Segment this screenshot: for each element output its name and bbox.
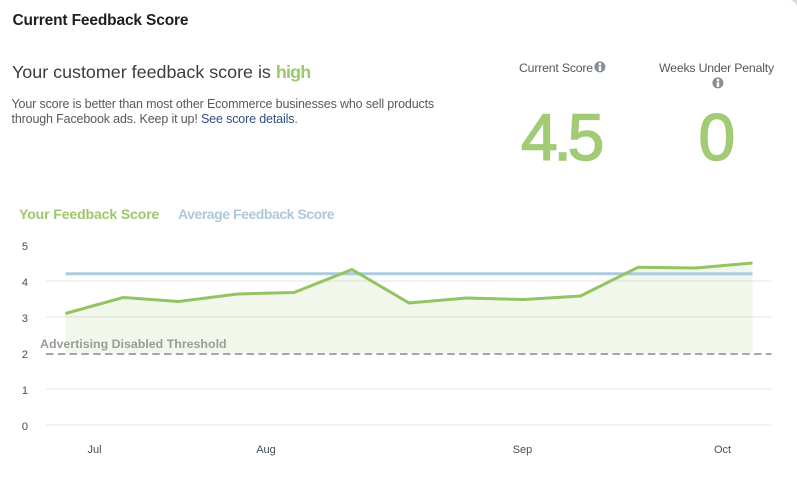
svg-text:Oct: Oct (714, 444, 731, 456)
svg-text:Aug: Aug (256, 444, 276, 456)
svg-text:0: 0 (22, 421, 28, 433)
svg-text:4: 4 (22, 277, 28, 289)
svg-text:3: 3 (22, 313, 28, 325)
svg-text:Advertising Disabled Threshold: Advertising Disabled Threshold (40, 337, 227, 351)
svg-text:Jul: Jul (87, 444, 101, 456)
svg-text:2: 2 (22, 349, 28, 361)
svg-text:5: 5 (22, 241, 28, 253)
svg-text:Sep: Sep (513, 444, 533, 456)
svg-text:1: 1 (22, 385, 28, 397)
